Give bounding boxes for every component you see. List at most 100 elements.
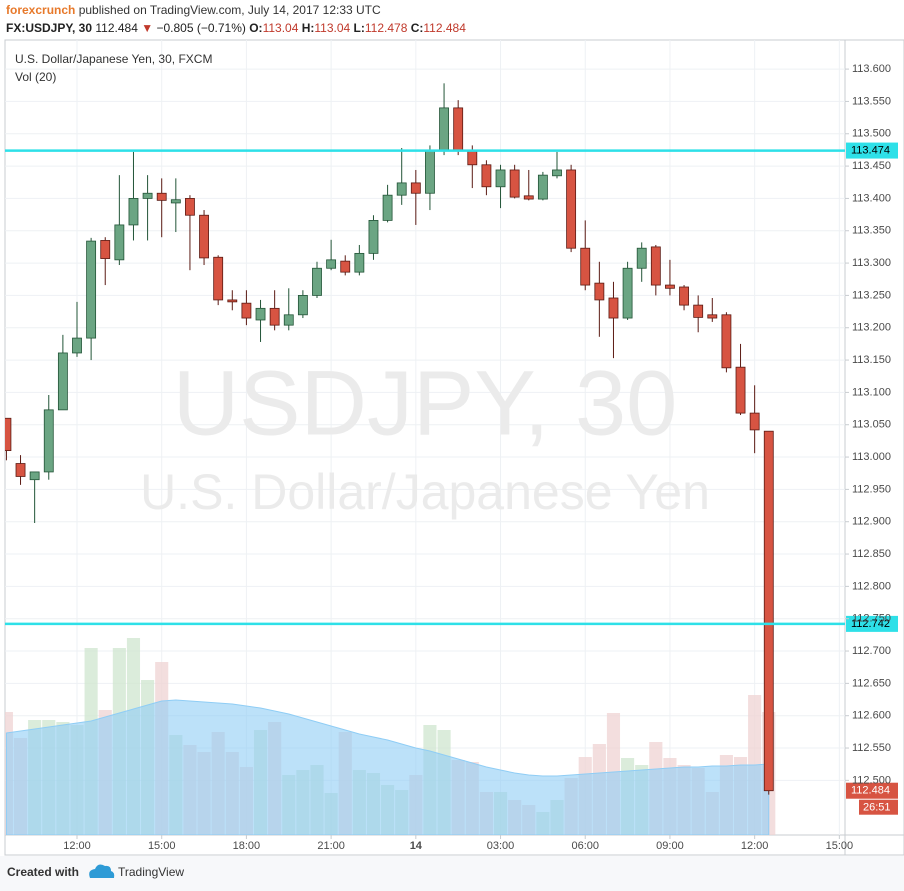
candle-body [396,182,407,196]
candle-body [763,430,774,792]
y-tick-label: 112.950 [852,483,891,495]
brand-logo[interactable] [89,864,115,878]
symbol: FX:USDJPY, 30 [6,21,92,35]
author-link[interactable]: forexcrunch [6,3,75,17]
last-price-label: 112.484 [851,785,890,797]
candle-body [340,260,351,273]
candle-body [128,198,139,226]
watermark-subtitle: U.S. Dollar/Japanese Yen [140,464,710,520]
y-tick-label: 112.700 [852,645,891,657]
candle-body [297,295,308,316]
y-tick-label: 113.450 [852,160,891,172]
y-tick-label: 113.350 [852,225,891,237]
last-price: 112.484 [95,21,138,35]
legend-volume: Vol (20) [15,70,56,84]
published: published on TradingView.com, July 14, 2… [79,3,381,17]
candle-body [15,463,26,477]
candle-body [467,149,478,166]
candle-body [622,267,633,319]
candle-body [57,352,68,411]
y-tick-label: 113.250 [852,289,891,301]
candle-body [185,198,195,216]
candle-body [72,337,82,354]
y-tick-label: 112.550 [852,742,891,754]
x-tick-label: 15:00 [826,840,854,852]
x-tick-label: 21:00 [317,840,345,852]
change: −0.805 (−0.71%) [156,21,245,35]
c-value: 112.484 [423,21,466,35]
o-label: O: [249,21,262,35]
candle-body [552,169,562,177]
price-label: 112.742 [851,618,890,630]
y-tick-label: 113.200 [852,322,891,334]
price-label-bg [846,142,898,159]
y-tick-label: 112.650 [852,677,891,689]
y-tick-label: 112.600 [852,710,891,722]
candle-body [156,192,167,201]
candle-body [43,409,54,473]
price-label: 113.474 [851,144,890,156]
candle-body [707,314,718,319]
candle-body [410,182,421,194]
candle-body [509,169,520,198]
candle-body [142,192,153,199]
h-label: H: [302,21,315,35]
last-price-bg [846,782,898,799]
y-tick-label: 113.150 [852,354,891,366]
o-value: 113.04 [263,21,299,35]
candle-body [368,220,379,254]
y-tick-label: 113.500 [852,128,891,140]
candle-body [580,247,591,286]
y-tick-label: 112.500 [852,774,891,786]
candle-body [5,417,12,451]
candle-body [382,194,393,221]
y-tick-label: 113.300 [852,257,891,269]
x-tick-label: 12:00 [741,840,769,852]
candle-body [608,297,619,319]
y-tick-label: 112.850 [852,548,891,560]
footer-created: Created with [7,865,79,879]
countdown-bg [859,799,898,815]
volume-ma-area [5,699,770,835]
x-tick-label: 06:00 [571,840,599,852]
y-tick-label: 113.050 [852,419,891,431]
y-tick-label: 113.000 [852,451,891,463]
l-label: L: [354,21,365,35]
footer [0,856,904,891]
candle-body [495,169,506,188]
price-label-bg [846,615,898,632]
y-tick-label: 113.600 [852,63,891,75]
candle-body [255,307,266,321]
candle-body [566,169,577,249]
arrow: ▼ [141,21,153,35]
candle-body [537,174,548,200]
candle-body [354,252,365,273]
y-tick-label: 113.550 [852,95,891,107]
candle-body [721,314,732,369]
candle-body [213,256,224,301]
candle-body [665,284,675,289]
footer-brand[interactable]: TradingView [118,865,184,879]
candle-body [312,267,322,296]
candle-body [650,246,661,286]
candle-body [283,314,294,326]
candle-body [679,286,689,306]
c-label: C: [411,21,424,35]
candle-body [523,195,534,200]
watermark: USDJPY, 30 [173,352,678,454]
candle-body [453,107,464,151]
candle-body [199,214,209,259]
x-tick-label: 18:00 [233,840,261,852]
candle-body [100,240,111,259]
candle-body [86,240,97,339]
legend-title: U.S. Dollar/Japanese Yen, 30, FXCM [15,52,212,66]
candle-body [636,247,647,269]
candle-body [425,149,435,194]
candle-body [326,259,337,269]
candle-body [439,107,449,151]
x-tick-label: 09:00 [656,840,684,852]
quote-line: FX:USDJPY, 30 112.484 ▼ −0.805 (−0.71%) … [6,21,466,35]
candle-body [241,302,252,319]
x-tick-label: 12:00 [63,840,91,852]
